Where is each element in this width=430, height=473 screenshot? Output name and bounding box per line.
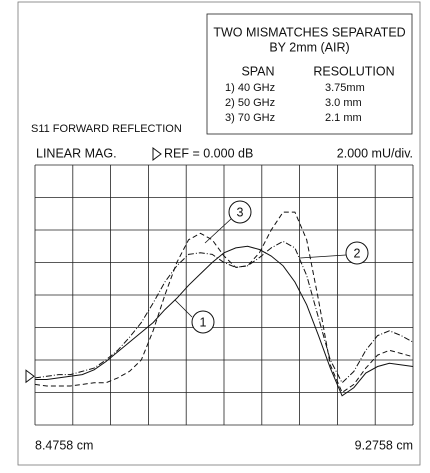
info-box xyxy=(206,13,413,135)
info-cell: 3.0 mm xyxy=(325,97,362,109)
ref-icon xyxy=(152,147,162,161)
info-cell: 2.1 mm xyxy=(325,112,362,124)
leader-line xyxy=(299,254,347,259)
legend-label: 3 xyxy=(237,205,244,219)
info-cell: 3) 70 GHz xyxy=(225,112,275,124)
ref-marker xyxy=(25,369,35,384)
info-cell: 3.75mm xyxy=(325,82,365,94)
info-cell: 2) 50 GHz xyxy=(225,97,275,109)
info-header: RESOLUTION xyxy=(313,64,394,78)
chart-title: S11 FORWARD REFLECTION xyxy=(31,123,182,135)
leader-line xyxy=(174,299,193,318)
frame xyxy=(17,1,421,466)
legend-circle xyxy=(345,241,369,265)
legend-label: 1 xyxy=(200,315,207,329)
info-title: TWO MISMATCHES SEPARATED xyxy=(213,25,405,39)
legend-label: 2 xyxy=(354,246,361,260)
info-header: SPAN xyxy=(241,64,274,78)
legend-circle xyxy=(228,200,252,224)
leader-line xyxy=(204,218,232,244)
ref-label: REF = 0.000 dB xyxy=(164,146,253,160)
x-tick-label: 8.4758 cm xyxy=(35,438,93,452)
x-tick-label: 9.2758 cm xyxy=(355,438,413,452)
series-line xyxy=(34,240,414,384)
series-line xyxy=(34,211,414,394)
legend-circle xyxy=(191,310,215,334)
series-line xyxy=(35,245,414,397)
scale-label: 2.000 mU/div. xyxy=(337,146,413,160)
info-title: BY 2mm (AIR) xyxy=(269,40,349,54)
format-label: LINEAR MAG. xyxy=(36,146,117,160)
info-cell: 1) 40 GHz xyxy=(225,82,275,94)
